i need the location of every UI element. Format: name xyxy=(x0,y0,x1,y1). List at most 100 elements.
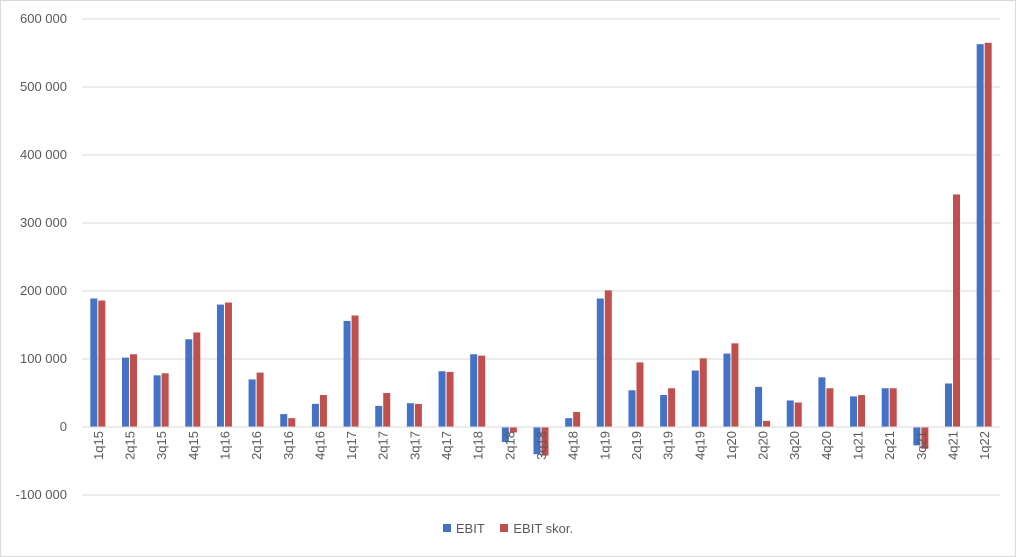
bar-ebit xyxy=(913,427,921,446)
bar-ebit xyxy=(343,320,351,427)
x-tick-label: 1q20 xyxy=(724,431,739,460)
legend-label-ebit-skor: EBIT skor. xyxy=(513,520,574,536)
x-tick-label: 4q18 xyxy=(566,431,581,460)
bar-ebit xyxy=(723,353,731,427)
bar-ebit-skor xyxy=(794,402,802,427)
legend: EBIT EBIT skor. xyxy=(0,520,1016,536)
bar-ebit-skor xyxy=(129,354,137,427)
y-tick-label: 100 000 xyxy=(20,351,67,366)
x-tick-label: 1q17 xyxy=(344,431,359,460)
x-axis: 1q15 2q15 3q15 4q15 1q16 2q16 3q16 4q16 1q17 2q17… xyxy=(91,431,992,460)
x-tick-label: 1q19 xyxy=(597,431,612,460)
bar-ebit xyxy=(153,375,161,427)
y-tick-label: 600 000 xyxy=(20,11,67,26)
bars xyxy=(90,42,992,456)
legend-item-ebit-skor: EBIT skor. xyxy=(500,521,573,536)
bar-ebit xyxy=(406,403,414,427)
x-tick-label: 4q15 xyxy=(186,431,201,460)
bar-ebit xyxy=(818,377,826,427)
bar-ebit-skor xyxy=(858,395,866,427)
x-tick-label: 1q22 xyxy=(977,431,992,460)
bar-ebit xyxy=(660,395,668,427)
x-tick-label: 2q16 xyxy=(249,431,264,460)
bar-ebit-skor xyxy=(763,420,771,427)
bar-ebit-skor xyxy=(731,343,739,427)
bar-ebit-skor xyxy=(224,302,232,427)
y-tick-label: 500 000 xyxy=(20,79,67,94)
y-tick-label: 0 xyxy=(60,419,67,434)
bar-ebit-skor xyxy=(383,393,391,427)
x-tick-label: 1q21 xyxy=(851,431,866,460)
bar-ebit-skor xyxy=(478,355,486,427)
x-tick-label: 4q21 xyxy=(946,431,961,460)
bar-ebit-skor xyxy=(668,388,676,427)
x-tick-label: 2q17 xyxy=(376,431,391,460)
bar-ebit-skor xyxy=(161,373,169,427)
bar-ebit-skor xyxy=(319,395,327,427)
x-tick-label: 3q20 xyxy=(787,431,802,460)
legend-swatch-ebit-skor xyxy=(500,524,509,532)
bar-ebit xyxy=(438,371,446,427)
bar-ebit-skor xyxy=(921,427,929,449)
bar-ebit-skor xyxy=(636,362,644,427)
bar-ebit xyxy=(501,427,509,442)
bar-ebit xyxy=(755,386,763,427)
x-tick-label: 2q19 xyxy=(629,431,644,460)
y-tick-label: 400 000 xyxy=(20,147,67,162)
bar-ebit xyxy=(248,379,256,427)
bar-ebit-skor xyxy=(256,372,264,427)
bar-ebit xyxy=(121,357,129,427)
bar-ebit-skor xyxy=(953,194,961,427)
x-tick-label: 2q21 xyxy=(882,431,897,460)
x-tick-label: 3q15 xyxy=(154,431,169,460)
bar-ebit xyxy=(850,396,858,427)
x-tick-label: 2q18 xyxy=(502,431,517,460)
bar-ebit-skor xyxy=(699,358,707,427)
legend-item-ebit: EBIT xyxy=(442,520,485,536)
legend-label-ebit: EBIT xyxy=(455,520,485,536)
x-tick-label: 2q15 xyxy=(122,431,137,460)
x-tick-label: 3q19 xyxy=(661,431,676,460)
x-tick-label: 4q16 xyxy=(312,431,327,460)
bar-ebit-skor xyxy=(351,315,359,427)
y-tick-label: -100 000 xyxy=(16,487,67,502)
bar-ebit xyxy=(945,383,953,427)
bar-ebit xyxy=(280,414,288,427)
bar-ebit-skor xyxy=(984,42,992,428)
y-tick-label: 200 000 xyxy=(20,283,67,298)
bar-ebit-skor xyxy=(889,388,897,427)
x-tick-label: 3q21 xyxy=(914,431,929,460)
bar-ebit xyxy=(375,405,383,427)
x-tick-label: 1q18 xyxy=(471,431,486,460)
y-tick-label: 300 000 xyxy=(20,215,67,230)
bar-ebit xyxy=(691,370,699,427)
bar-ebit xyxy=(565,418,573,427)
x-tick-label: 2q20 xyxy=(756,431,771,460)
legend-swatch-ebit xyxy=(442,524,451,532)
x-tick-label: 1q16 xyxy=(217,431,232,460)
bar-ebit xyxy=(596,298,604,427)
bar-ebit xyxy=(216,304,224,427)
bar-ebit-skor xyxy=(446,371,454,427)
x-tick-label: 4q17 xyxy=(439,431,454,460)
x-tick-label: 4q19 xyxy=(692,431,707,460)
bar-ebit xyxy=(533,427,541,455)
gridlines xyxy=(82,18,1000,496)
bar-ebit xyxy=(470,354,478,427)
bar-ebit xyxy=(90,298,98,427)
bar-ebit-skor xyxy=(288,418,296,427)
bar-ebit-skor xyxy=(573,412,581,427)
bar-ebit-skor xyxy=(414,403,422,427)
bar-ebit xyxy=(628,390,636,427)
x-tick-label: 3q18 xyxy=(534,431,549,460)
y-axis: -100 000 0 100 000 200 000 300 000 400 000 500… xyxy=(16,11,67,502)
bar-ebit xyxy=(786,400,794,427)
x-tick-label: 3q16 xyxy=(281,431,296,460)
bar-ebit xyxy=(311,403,319,427)
x-tick-label: 1q15 xyxy=(91,431,106,460)
bar-ebit xyxy=(185,339,193,427)
bar-ebit-skor xyxy=(98,300,106,427)
x-tick-label: 4q20 xyxy=(819,431,834,460)
